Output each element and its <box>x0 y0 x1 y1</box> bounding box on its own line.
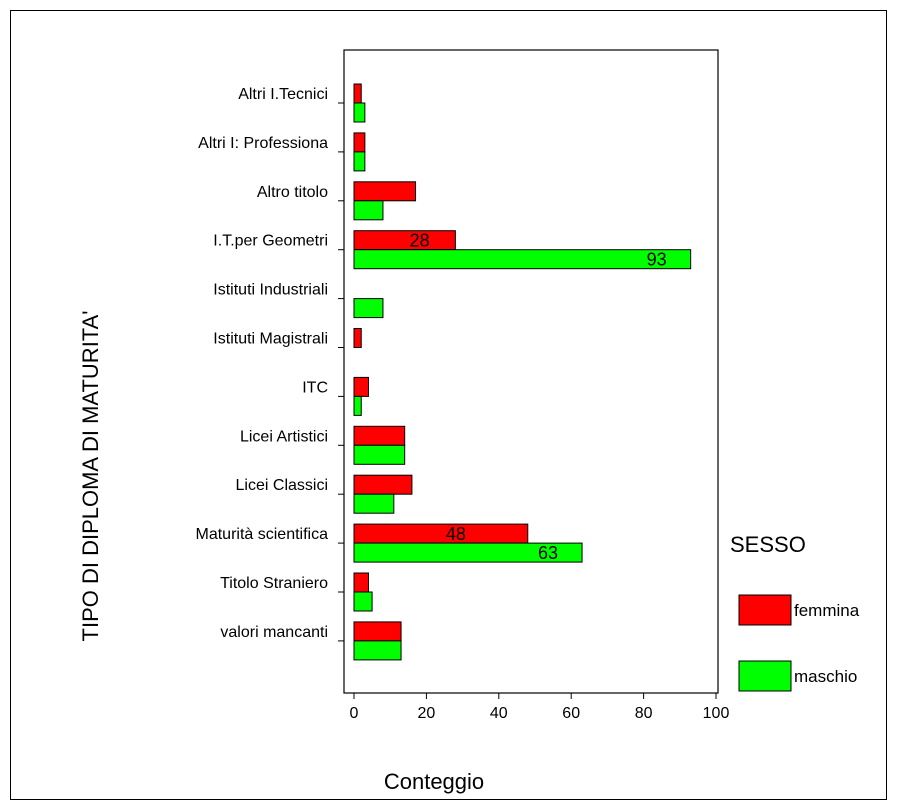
legend-swatch-maschio <box>738 660 792 692</box>
x-tick-label: 40 <box>490 705 508 722</box>
x-tick-label: 20 <box>418 705 436 722</box>
bar-maschio <box>353 298 384 319</box>
category-label: valori mancanti <box>220 624 328 641</box>
bar-maschio <box>353 542 583 563</box>
category-label: Titolo Straniero <box>220 575 328 592</box>
legend-title: SESSO <box>730 532 806 557</box>
legend: femmina maschio <box>738 594 860 692</box>
bar-femmina <box>353 181 417 202</box>
bar-maschio <box>353 249 692 270</box>
chart-frame: 28 93 48 63 0 20 40 60 80 100 Altri I.Tecnici Alt… <box>10 10 887 800</box>
category-label: Altro titolo <box>257 184 328 201</box>
plot-area <box>343 49 719 694</box>
bar-femmina <box>353 376 369 397</box>
bar-maschio <box>353 640 402 661</box>
data-label: 48 <box>446 524 466 544</box>
x-tick-label: 60 <box>562 705 580 722</box>
y-axis-label: TIPO DI DIPLOMA DI MATURITA' <box>78 311 103 642</box>
bar-maschio <box>353 395 362 416</box>
category-label: Altri I.Tecnici <box>238 86 328 103</box>
category-label: Istituti Magistrali <box>213 331 328 348</box>
bar-chart: 28 93 48 63 0 20 40 60 80 100 Altri I.Tecnici Alt… <box>78 49 860 794</box>
bar-femmina <box>353 621 402 642</box>
bar-maschio <box>353 200 384 221</box>
bar-femmina <box>353 572 369 593</box>
bar-femmina <box>353 132 366 153</box>
legend-label-maschio: maschio <box>794 667 857 686</box>
data-label: 63 <box>538 543 558 563</box>
bar-maschio <box>353 151 366 172</box>
bar-femmina <box>353 523 529 544</box>
x-tick-label: 100 <box>703 705 730 722</box>
category-label: I.T.per Geometri <box>213 233 328 250</box>
bar-femmina <box>353 83 362 104</box>
x-tick-label: 80 <box>635 705 653 722</box>
bar-femmina <box>353 328 362 348</box>
legend-swatch-femmina <box>738 594 792 626</box>
bar-maschio <box>353 591 373 612</box>
bar-femmina <box>353 230 456 251</box>
category-label: Licei Artistici <box>240 428 328 445</box>
category-label: Altri I: Professiona <box>198 135 328 152</box>
category-label: ITC <box>302 379 328 396</box>
bar-maschio <box>353 444 406 465</box>
data-label: 93 <box>647 250 667 270</box>
bar-maschio <box>353 493 395 514</box>
category-label: Maturità scientifica <box>196 526 329 543</box>
bar-femmina <box>353 425 406 446</box>
bar-femmina <box>353 474 413 495</box>
category-label: Licei Classici <box>236 477 328 494</box>
legend-label-femmina: femmina <box>794 601 860 620</box>
x-axis-label: Conteggio <box>384 769 484 794</box>
x-tick-label: 0 <box>350 705 359 722</box>
bar-maschio <box>353 102 366 123</box>
category-label: Istituti Industriali <box>213 282 328 299</box>
data-label: 28 <box>410 231 430 251</box>
